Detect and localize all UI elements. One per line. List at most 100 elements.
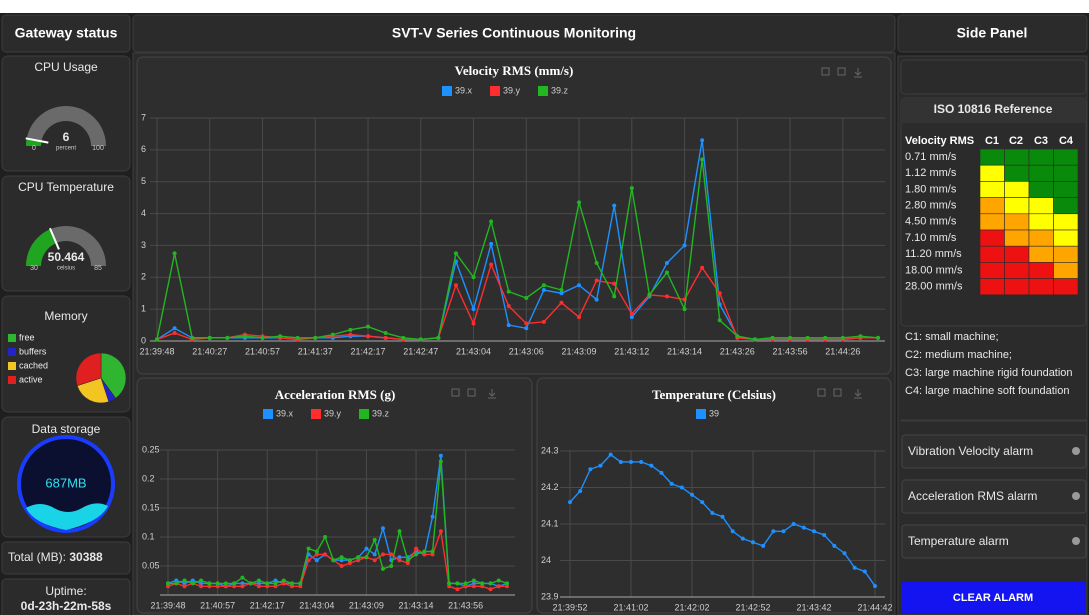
series-point bbox=[174, 578, 179, 583]
series-point bbox=[207, 584, 212, 589]
series-point bbox=[430, 552, 435, 557]
series-point bbox=[805, 335, 810, 340]
series-point bbox=[215, 584, 220, 589]
series-point bbox=[260, 335, 265, 340]
series-point bbox=[717, 291, 722, 296]
zone-cell bbox=[1028, 245, 1054, 263]
series-point bbox=[298, 581, 303, 586]
series-point bbox=[612, 294, 617, 299]
gauge-track bbox=[26, 106, 106, 146]
series-point bbox=[480, 581, 485, 586]
legend-label: 39.z bbox=[372, 408, 390, 418]
row-label: 18.00 mm/s bbox=[905, 264, 963, 276]
series-point bbox=[323, 552, 328, 557]
series-point bbox=[700, 265, 705, 270]
series-point bbox=[812, 529, 816, 534]
zone-cell bbox=[979, 164, 1005, 182]
y-tick-label: 7 bbox=[141, 112, 146, 122]
zone-cell bbox=[1004, 278, 1030, 296]
series-point bbox=[232, 584, 237, 589]
x-tick-label: 21:41:02 bbox=[613, 602, 648, 612]
series-point bbox=[256, 584, 261, 589]
series-point bbox=[438, 459, 443, 464]
series-point bbox=[240, 584, 245, 589]
series-point bbox=[313, 335, 318, 340]
series-point bbox=[612, 203, 617, 208]
gauge-min: 0 bbox=[32, 145, 36, 152]
series-point bbox=[215, 581, 220, 586]
clear-alarm-button[interactable] bbox=[901, 582, 1086, 613]
series-point bbox=[559, 288, 564, 293]
series-point bbox=[172, 251, 177, 256]
note: C3: large machine rigid foundation bbox=[905, 367, 1073, 379]
series-point bbox=[190, 335, 195, 340]
x-tick-label: 21:43:14 bbox=[667, 346, 702, 356]
legend-label: active bbox=[19, 374, 43, 384]
legend-swatch bbox=[490, 86, 500, 96]
series-point bbox=[524, 295, 529, 300]
series-point bbox=[248, 581, 253, 586]
series-point bbox=[647, 292, 652, 297]
series-point bbox=[389, 552, 394, 557]
pie-slice bbox=[75, 352, 102, 387]
legend-swatch bbox=[263, 409, 273, 419]
note: C1: small machine; bbox=[905, 331, 999, 343]
pie-slice bbox=[100, 352, 127, 399]
legend-swatch bbox=[442, 86, 452, 96]
row-label: 7.10 mm/s bbox=[905, 232, 957, 244]
x-tick-label: 21:39:48 bbox=[139, 346, 174, 356]
series-point bbox=[505, 584, 509, 589]
series-point bbox=[700, 500, 705, 505]
series-point bbox=[559, 300, 564, 305]
x-tick-label: 21:42:52 bbox=[735, 602, 770, 612]
series-point bbox=[397, 558, 402, 563]
series-point bbox=[199, 584, 204, 589]
panel-header bbox=[1, 14, 131, 53]
series-point bbox=[380, 552, 385, 557]
series-point bbox=[455, 587, 460, 592]
series-point bbox=[659, 470, 664, 475]
series-point bbox=[730, 529, 735, 534]
series-point bbox=[290, 584, 295, 589]
card-title: Data storage bbox=[32, 422, 101, 436]
series-point bbox=[405, 558, 410, 563]
total-label: Total (MB): 30388 bbox=[8, 550, 103, 564]
series-point bbox=[422, 549, 427, 554]
series-line bbox=[156, 159, 879, 341]
series-point bbox=[496, 584, 501, 589]
series-point bbox=[489, 262, 494, 267]
gauge-unit: percent bbox=[56, 146, 76, 152]
series-point bbox=[822, 532, 827, 537]
x-tick-label: 21:42:17 bbox=[250, 600, 285, 610]
table-header: C2 bbox=[1009, 135, 1023, 147]
alarm-indicator bbox=[1072, 537, 1080, 545]
table-header: C3 bbox=[1034, 135, 1048, 147]
series-point bbox=[700, 138, 705, 143]
series-point bbox=[182, 584, 187, 589]
series-point bbox=[752, 337, 757, 342]
x-tick-label: 21:43:04 bbox=[299, 600, 334, 610]
series-point bbox=[770, 335, 775, 340]
x-tick-label: 21:43:09 bbox=[562, 346, 597, 356]
iso-header-band bbox=[901, 98, 1086, 123]
zone-cell bbox=[1004, 245, 1030, 263]
button-label[interactable]: CLEAR ALARM bbox=[953, 592, 1033, 604]
series-point bbox=[639, 459, 644, 464]
series-point bbox=[455, 581, 460, 586]
zone-cell bbox=[1053, 278, 1079, 296]
y-tick-label: 2 bbox=[141, 272, 146, 282]
y-tick-label: 1 bbox=[141, 304, 146, 314]
gauge-value: 6 bbox=[63, 130, 70, 144]
series-point bbox=[339, 564, 344, 568]
zone-cell bbox=[1028, 262, 1054, 279]
iso-title: ISO 10816 Reference bbox=[934, 102, 1053, 116]
series-point bbox=[740, 536, 745, 541]
legend-label: free bbox=[19, 332, 35, 342]
series-point bbox=[380, 526, 385, 531]
series-point bbox=[629, 311, 634, 316]
series-point bbox=[273, 581, 278, 586]
total-card bbox=[1, 541, 131, 575]
series-point bbox=[720, 514, 725, 519]
empty-card bbox=[900, 59, 1087, 95]
